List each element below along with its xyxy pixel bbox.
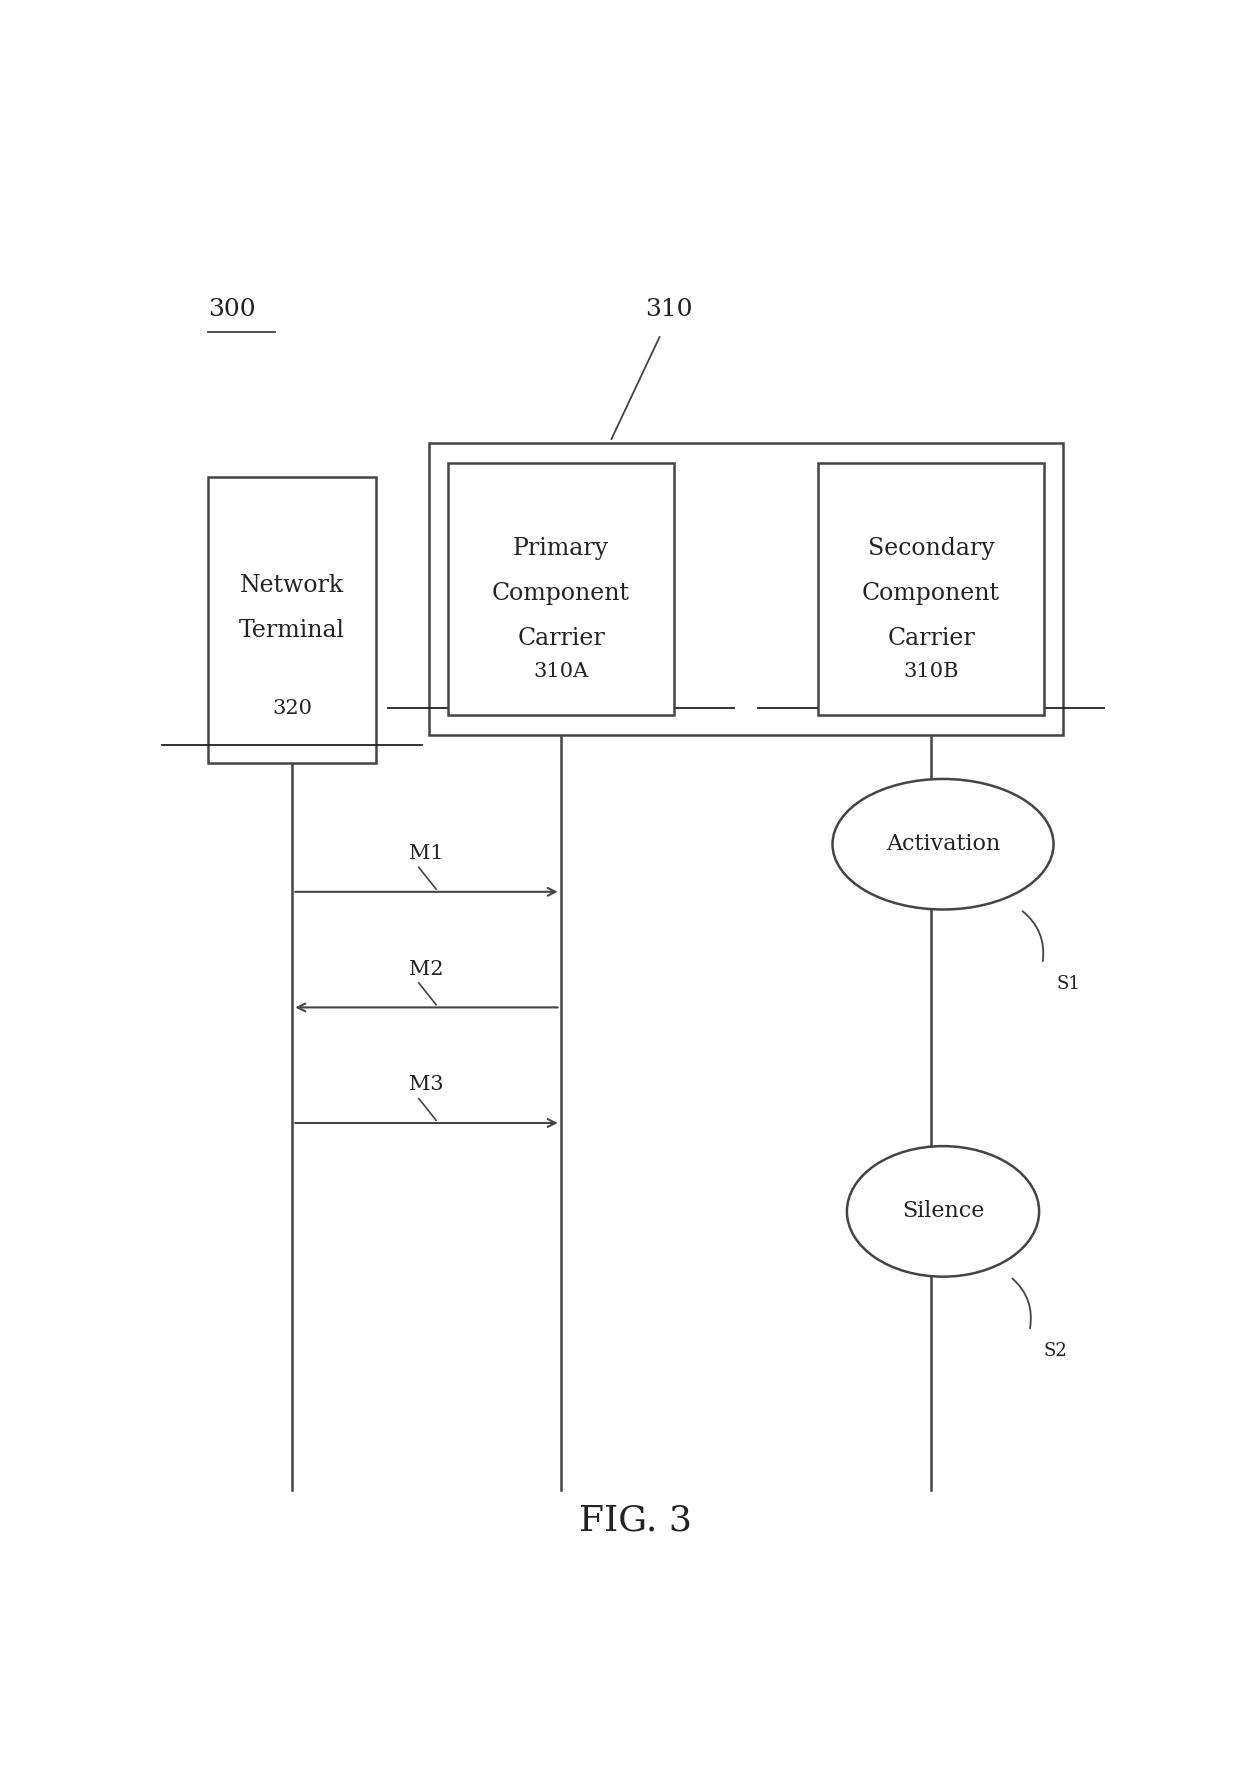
Text: Activation: Activation (885, 834, 1001, 855)
Ellipse shape (847, 1146, 1039, 1277)
Text: M3: M3 (409, 1075, 444, 1095)
Text: 310A: 310A (533, 662, 589, 682)
Text: M2: M2 (409, 961, 444, 978)
Bar (448, 463, 675, 715)
Bar (429, 443, 1063, 735)
Bar (208, 477, 376, 763)
Text: 320: 320 (272, 699, 312, 717)
Text: Secondary: Secondary (868, 537, 994, 560)
Text: Primary: Primary (513, 537, 609, 560)
Text: Terminal: Terminal (239, 620, 345, 643)
Text: 300: 300 (208, 298, 255, 321)
Bar (818, 463, 1044, 715)
Text: M1: M1 (409, 844, 444, 864)
Text: Component: Component (492, 581, 630, 604)
Text: S1: S1 (1056, 975, 1081, 992)
Ellipse shape (832, 779, 1054, 909)
Text: Network: Network (239, 574, 343, 597)
Text: FIG. 3: FIG. 3 (579, 1503, 692, 1536)
Text: S2: S2 (1044, 1342, 1068, 1360)
Text: 310: 310 (645, 298, 693, 321)
Text: Silence: Silence (901, 1201, 985, 1222)
Text: Carrier: Carrier (887, 627, 975, 650)
Text: Component: Component (862, 581, 999, 604)
Text: Carrier: Carrier (517, 627, 605, 650)
Text: 310B: 310B (903, 662, 959, 682)
